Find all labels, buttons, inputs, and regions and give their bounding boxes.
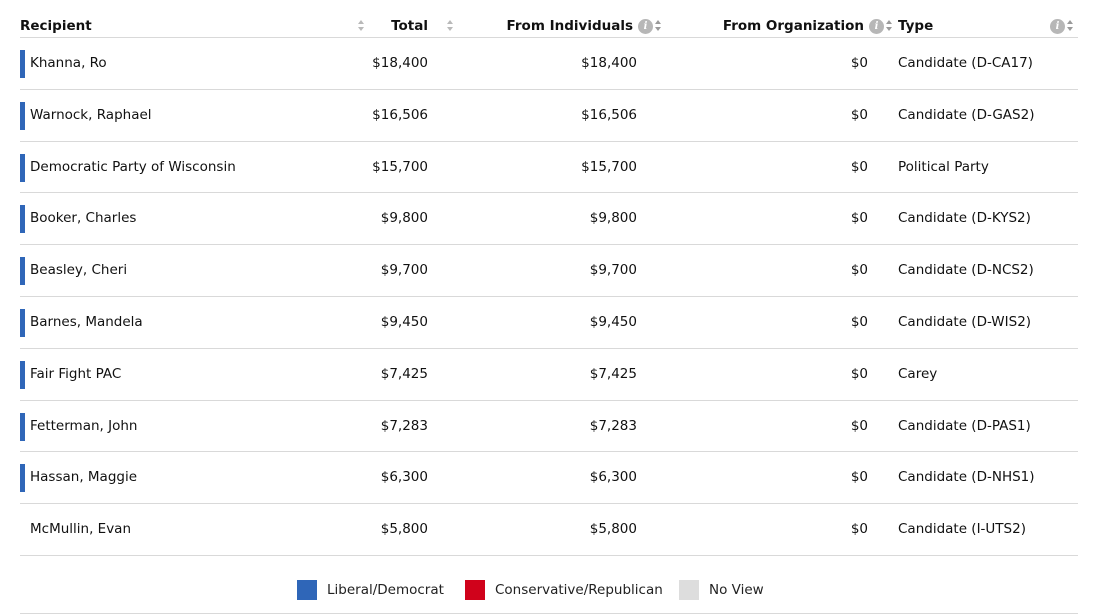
legend-swatch-conservative [465,580,485,600]
from-individuals-cell: $7,283 [589,417,637,434]
party-indicator-bar [20,101,25,130]
column-header-type[interactable]: Type [898,18,934,34]
type-cell: Candidate (D-NCS2) [898,262,1034,279]
sort-type-icon[interactable] [1066,20,1074,32]
party-indicator-bar [20,308,25,337]
from-organization-cell: $0 [850,106,868,123]
recipient-cell[interactable]: Fetterman, John [30,417,138,434]
table-row[interactable]: Democratic Party of Wisconsin $15,700 $15,… [20,142,1078,194]
total-cell: $7,283 [380,417,428,434]
type-cell: Candidate (D-PAS1) [898,417,1031,434]
table-row[interactable]: Fetterman, John $7,283 $7,283 $0 Candidate (… [20,401,1078,453]
recipient-cell[interactable]: Booker, Charles [30,210,137,227]
legend-swatch-no-view [679,580,699,600]
party-indicator-bar [20,412,25,441]
table-body: Khanna, Ro $18,400 $18,400 $0 Candidate (D-C… [20,38,1078,556]
legend-label-liberal: Liberal/Democrat [327,582,444,598]
from-individuals-cell: $7,425 [589,365,637,382]
total-cell: $6,300 [380,469,428,486]
sort-from-individuals-icon[interactable] [654,20,662,32]
type-cell: Candidate (D-CA17) [898,55,1033,71]
column-header-recipient[interactable]: Recipient [20,18,92,34]
total-cell: $18,400 [372,55,428,71]
type-cell: Political Party [898,158,989,175]
sort-recipient-icon[interactable] [357,20,365,32]
sort-from-organization-icon[interactable] [885,20,893,32]
table-row[interactable]: Warnock, Raphael $16,506 $16,506 $0 Candidat… [20,90,1078,142]
recipient-cell[interactable]: Democratic Party of Wisconsin [30,158,236,175]
table-row[interactable]: Khanna, Ro $18,400 $18,400 $0 Candidate (D-C… [20,38,1078,90]
total-cell: $7,425 [380,365,428,382]
sort-total-icon[interactable] [446,20,454,32]
info-from-organization-icon[interactable]: i [869,19,884,34]
info-type-icon[interactable]: i [1050,19,1065,34]
type-cell: Carey [898,365,938,382]
legend-label-conservative: Conservative/Republican [495,582,663,598]
party-indicator-bar [20,516,25,544]
from-organization-cell: $0 [850,469,868,486]
from-organization-cell: $0 [850,210,868,227]
recipient-cell[interactable]: Beasley, Cheri [30,262,128,279]
info-from-individuals-icon[interactable]: i [638,19,653,34]
table-row[interactable]: Fair Fight PAC $7,425 $7,425 $0 Carey [20,349,1078,401]
from-individuals-cell: $9,700 [589,262,637,279]
table-row[interactable]: McMullin, Evan $5,800 $5,800 $0 Candidate (I… [20,504,1078,556]
party-indicator-bar [20,257,25,286]
from-individuals-cell: $16,506 [581,106,637,123]
type-cell: Candidate (D-NHS1) [898,469,1035,486]
table-row[interactable]: Booker, Charles $9,800 $9,800 $0 Candidate (… [20,193,1078,246]
from-individuals-cell: $15,700 [581,158,637,175]
column-header-from-organization[interactable]: From Organization [722,18,864,34]
total-cell: $9,700 [380,262,428,279]
total-cell: $9,450 [380,313,428,330]
recipient-cell[interactable]: Barnes, Mandela [30,313,143,330]
from-organization-cell: $0 [850,313,868,330]
recipient-cell[interactable]: Fair Fight PAC [30,365,122,382]
from-organization-cell: $0 [850,158,868,175]
total-cell: $16,506 [372,106,428,123]
table-row[interactable]: Beasley, Cheri $9,700 $9,700 $0 Candidate (D… [20,245,1078,297]
from-organization-cell: $0 [850,365,868,382]
total-cell: $9,800 [380,210,428,227]
table-header: Recipient Total From Individuals i From … [20,10,1078,38]
table-row[interactable]: Hassan, Maggie $6,300 $6,300 $0 Candidate (D… [20,452,1078,505]
from-individuals-cell: $5,800 [589,521,637,538]
from-organization-cell: $0 [850,417,868,434]
column-header-from-individuals[interactable]: From Individuals [506,18,633,34]
legend-label-no-view: No View [709,582,764,598]
table-row[interactable]: Barnes, Mandela $9,450 $9,450 $0 Candidate (… [20,297,1078,349]
type-cell: Candidate (D-GAS2) [898,106,1035,123]
recipient-cell[interactable]: Hassan, Maggie [30,469,138,486]
total-cell: $5,800 [380,521,428,538]
type-cell: Candidate (D-KYS2) [898,210,1031,227]
column-header-total[interactable]: Total [391,18,428,34]
from-individuals-cell: $6,300 [589,469,637,486]
recipient-cell[interactable]: Warnock, Raphael [30,106,152,123]
recipient-cell[interactable]: Khanna, Ro [30,55,107,71]
from-organization-cell: $0 [850,521,868,538]
party-indicator-bar [20,205,25,234]
contributions-table: Recipient Total From Individuals i From … [20,10,1078,556]
recipient-cell[interactable]: McMullin, Evan [30,521,132,538]
party-indicator-bar [20,464,25,493]
from-individuals-cell: $9,450 [589,313,637,330]
party-indicator-bar [20,50,25,78]
party-indicator-bar [20,360,25,389]
from-individuals-cell: $9,800 [589,210,637,227]
legend-swatch-liberal [297,580,317,600]
party-indicator-bar [20,153,25,182]
total-cell: $15,700 [372,158,428,175]
type-cell: Candidate (I-UTS2) [898,521,1026,538]
from-organization-cell: $0 [850,55,868,71]
from-organization-cell: $0 [850,262,868,279]
type-cell: Candidate (D-WIS2) [898,313,1032,330]
from-individuals-cell: $18,400 [581,55,637,71]
party-legend: Liberal/Democrat Conservative/Republican… [20,557,1078,614]
